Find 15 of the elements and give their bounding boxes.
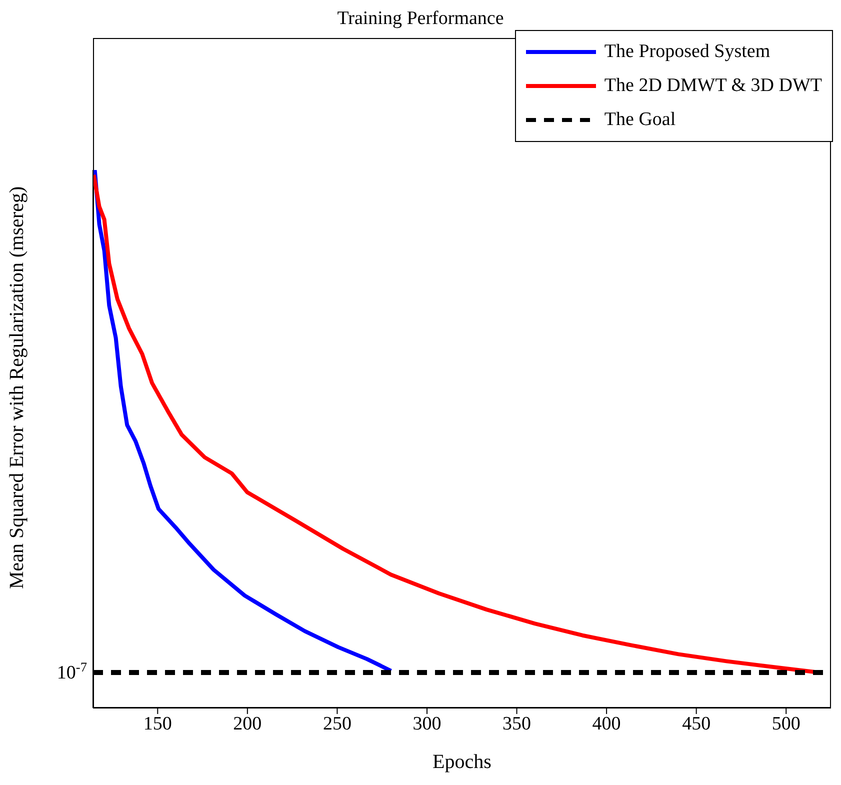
legend-label: The Goal	[604, 109, 676, 131]
legend-label: The 2D DMWT & 3D DWT	[604, 75, 822, 97]
x-tick-label: 300	[412, 713, 442, 734]
chart-title: Training Performance	[336, 8, 505, 30]
x-axis-title: Epochs	[432, 751, 492, 773]
x-tick-label: 400	[592, 713, 621, 734]
legend-label: The Proposed System	[604, 41, 770, 63]
x-tick-label: 250	[322, 713, 352, 734]
x-tick-label: 150	[143, 713, 172, 734]
x-tick-label: 500	[772, 713, 800, 734]
x-tick-label: 200	[233, 713, 262, 734]
text: 10$^{-7}$	[56, 658, 88, 684]
y-axis-title: Mean Squared Error with Regularization (msereg)	[6, 186, 28, 589]
x-tick-label: 450	[682, 713, 711, 734]
x-tick-label: 350	[502, 713, 532, 734]
